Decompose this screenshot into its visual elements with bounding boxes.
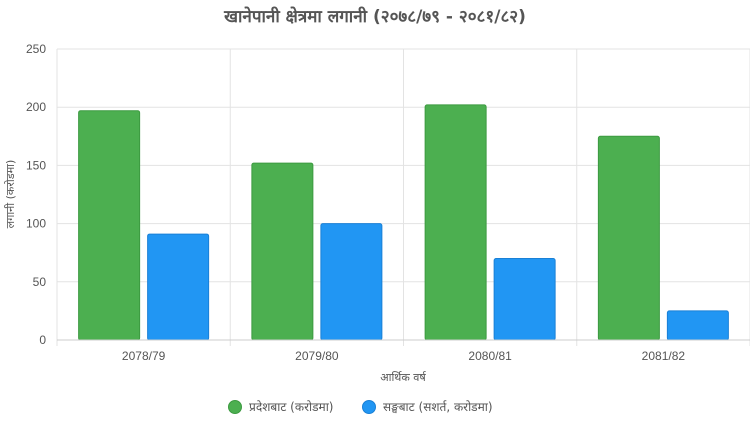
bar-pradesh-2080-81: [424, 104, 487, 341]
x-tick-label: 2079/80: [295, 349, 339, 363]
y-tick-label: 0: [39, 333, 46, 347]
legend-label-pradesh[interactable]: प्रदेशबाट (करोडमा): [249, 400, 333, 414]
y-tick-label: 50: [33, 275, 47, 289]
y-tick-label: 150: [26, 158, 46, 172]
legend-swatch-pradesh: [228, 400, 242, 414]
legend-label-sangh[interactable]: सङ्घबाट (सशर्त, करोडमा): [383, 400, 493, 414]
y-tick-label: 200: [26, 100, 46, 114]
bar-sangh-2079-80: [320, 223, 383, 341]
bar-pradesh-2079-80: [251, 162, 314, 341]
bar-sangh-2078-79: [147, 233, 210, 341]
y-tick-label: 250: [26, 42, 46, 56]
x-tick-label: 2080/81: [468, 349, 512, 363]
legend: प्रदेशबाट (करोडमा) सङ्घबाट (सशर्त, करोडमा…: [228, 400, 493, 414]
x-tick-label: 2078/79: [122, 349, 166, 363]
y-tick-label: 100: [26, 217, 46, 231]
bar-sangh-2081-82: [666, 310, 729, 341]
x-tick-label: 2081/82: [642, 349, 686, 363]
bars: [78, 104, 729, 341]
axes: 0 50 100 150 200 250 2078/79 2079/80 2080/81 2081…: [26, 42, 750, 363]
bar-pradesh-2078-79: [78, 110, 141, 341]
chart-title: खानेपानी क्षेत्रमा लगानी (२०७८/७९ - २०८१…: [223, 6, 526, 27]
legend-swatch-sangh: [362, 400, 376, 414]
bar-sangh-2080-81: [493, 258, 556, 341]
y-axis-label: लगानी (करोडमा): [4, 160, 17, 229]
bar-pradesh-2081-82: [597, 135, 660, 341]
x-axis-label: आर्थिक वर्ष: [380, 371, 427, 384]
